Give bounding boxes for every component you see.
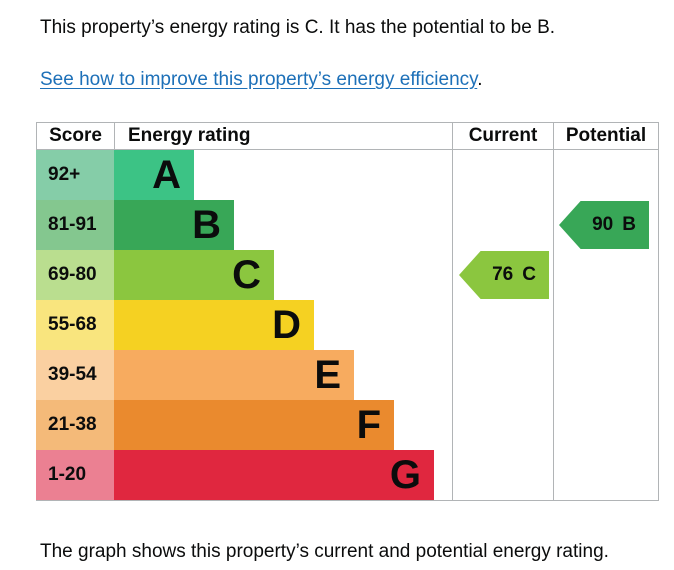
- band-bar-c: C: [114, 250, 274, 300]
- potential-cell-f: [553, 400, 659, 450]
- potential-cell-a: [553, 150, 659, 200]
- band-row-c: 69-80 C 76 C: [36, 250, 659, 300]
- score-range-a: 92+: [36, 150, 114, 200]
- rating-cell-f: F: [114, 400, 452, 450]
- header-score: Score: [36, 123, 114, 149]
- potential-cell-b: 90 B: [553, 200, 659, 250]
- rating-cell-e: E: [114, 350, 452, 400]
- graph-caption: The graph shows this property’s current …: [40, 541, 609, 562]
- potential-rating-arrow: 90 B: [559, 201, 649, 249]
- band-bar-g: G: [114, 450, 434, 500]
- improve-link-line: See how to improve this property’s energ…: [40, 67, 483, 92]
- current-cell-a: [452, 150, 553, 200]
- band-letter-e: E: [314, 353, 341, 397]
- current-rating-arrow: 76 C: [459, 251, 549, 299]
- band-row-f: 21-38 F: [36, 400, 659, 450]
- score-range-g: 1-20: [36, 450, 114, 500]
- score-range-f: 21-38: [36, 400, 114, 450]
- potential-cell-c: [553, 250, 659, 300]
- potential-score: 90: [592, 214, 614, 235]
- score-range-d: 55-68: [36, 300, 114, 350]
- header-energy-rating: Energy rating: [114, 123, 452, 149]
- score-range-b: 81-91: [36, 200, 114, 250]
- score-range-e: 39-54: [36, 350, 114, 400]
- band-bar-b: B: [114, 200, 234, 250]
- current-cell-d: [452, 300, 553, 350]
- rating-cell-g: G: [114, 450, 452, 500]
- band-bar-d: D: [114, 300, 314, 350]
- chart-header-row: Score Energy rating Current Potential: [36, 122, 659, 150]
- band-letter-d: D: [272, 303, 301, 347]
- link-period: .: [477, 69, 483, 90]
- current-cell-b: [452, 200, 553, 250]
- current-cell-c: 76 C: [452, 250, 553, 300]
- band-letter-g: G: [389, 453, 421, 497]
- band-row-d: 55-68 D: [36, 300, 659, 350]
- rating-cell-d: D: [114, 300, 452, 350]
- band-letter-f: F: [356, 403, 381, 447]
- band-letter-b: B: [192, 203, 221, 247]
- potential-cell-d: [553, 300, 659, 350]
- intro-text: This property’s energy rating is C. It h…: [40, 17, 556, 38]
- rating-cell-a: A: [114, 150, 452, 200]
- current-cell-e: [452, 350, 553, 400]
- improve-efficiency-link[interactable]: See how to improve this property’s energ…: [40, 69, 478, 90]
- rating-cell-c: C: [114, 250, 452, 300]
- band-row-g: 1-20 G: [36, 450, 659, 500]
- potential-cell-g: [553, 450, 659, 500]
- current-cell-g: [452, 450, 553, 500]
- current-band-letter: C: [522, 264, 536, 285]
- energy-rating-chart: Score Energy rating Current Potential 92…: [36, 122, 659, 501]
- header-current: Current: [452, 123, 553, 149]
- band-bar-a: A: [114, 150, 194, 200]
- band-bar-e: E: [114, 350, 354, 400]
- band-letter-a: A: [152, 153, 181, 197]
- band-row-e: 39-54 E: [36, 350, 659, 400]
- potential-cell-e: [553, 350, 659, 400]
- band-bar-f: F: [114, 400, 394, 450]
- current-score: 76: [492, 264, 514, 285]
- band-row-a: 92+ A: [36, 150, 659, 200]
- header-potential: Potential: [553, 123, 659, 149]
- potential-band-letter: B: [622, 214, 636, 235]
- score-range-c: 69-80: [36, 250, 114, 300]
- band-row-b: 81-91 B 90 B: [36, 200, 659, 250]
- band-letter-c: C: [232, 253, 261, 297]
- rating-cell-b: B: [114, 200, 452, 250]
- current-cell-f: [452, 400, 553, 450]
